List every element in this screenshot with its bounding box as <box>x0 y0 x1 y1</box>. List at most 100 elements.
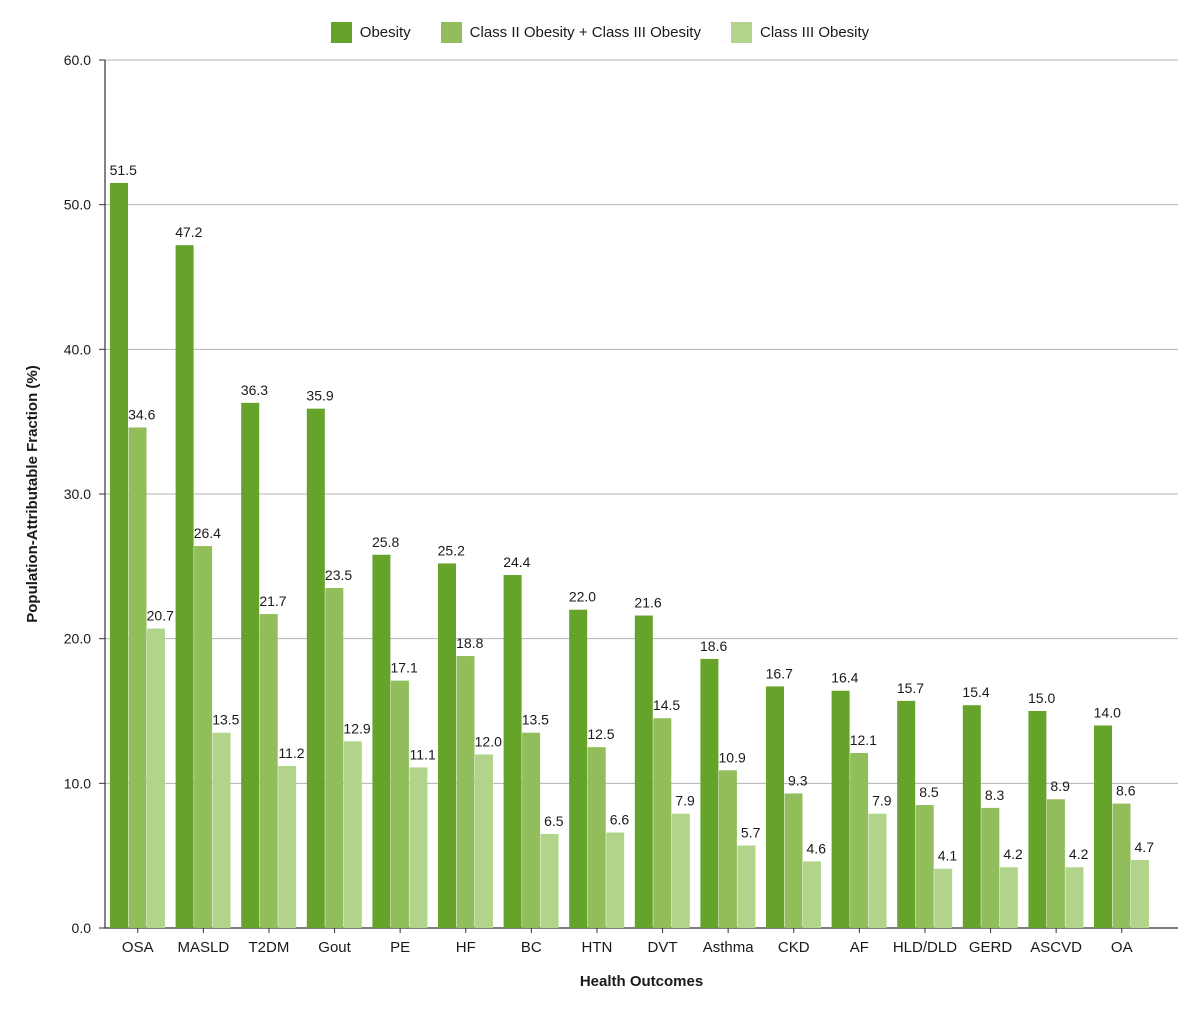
y-axis-title: Population-Attributable Fraction (%) <box>24 365 41 622</box>
data-label: 5.7 <box>741 825 761 841</box>
data-label: 51.5 <box>110 162 137 178</box>
x-tick-label: HTN <box>582 939 613 956</box>
data-label: 8.9 <box>1050 778 1070 794</box>
data-label: 8.3 <box>985 787 1005 803</box>
data-label: 24.4 <box>503 554 530 570</box>
bar <box>306 408 325 928</box>
bar <box>372 554 391 928</box>
data-label: 22.0 <box>569 589 596 605</box>
bar <box>868 813 887 928</box>
x-tick-label: AF <box>850 939 869 956</box>
x-tick-label: OA <box>1111 939 1133 956</box>
bar <box>587 747 606 928</box>
x-tick-label: HLD/DLD <box>893 939 957 956</box>
bar <box>390 680 409 928</box>
x-tick-label: DVT <box>648 939 678 956</box>
bar <box>653 718 672 928</box>
bar <box>850 752 869 928</box>
data-label: 9.3 <box>788 772 808 788</box>
y-tick-label: 10.0 <box>64 775 91 791</box>
y-tick-label: 20.0 <box>64 631 91 647</box>
x-tick-label: GERD <box>969 939 1013 956</box>
x-tick-label: MASLD <box>178 939 230 956</box>
data-label: 35.9 <box>306 388 333 404</box>
x-tick-label: BC <box>521 939 542 956</box>
data-label: 4.7 <box>1135 839 1155 855</box>
x-tick-label: OSA <box>122 939 154 956</box>
bar <box>522 732 541 928</box>
chart-legend: Obesity Class II Obesity + Class III Obe… <box>0 18 1200 46</box>
bar <box>259 614 278 928</box>
data-label: 34.6 <box>128 406 155 422</box>
data-label: 15.4 <box>962 684 989 700</box>
data-label: 11.1 <box>410 746 436 762</box>
legend-swatch-class-iii <box>730 21 752 43</box>
y-tick-label: 30.0 <box>64 486 91 502</box>
bar <box>456 656 475 928</box>
bar <box>915 805 934 928</box>
y-tick-label: 60.0 <box>64 52 91 68</box>
bar <box>718 770 737 928</box>
data-label: 12.9 <box>343 720 370 736</box>
bar <box>278 765 297 928</box>
bar <box>503 575 522 928</box>
data-label: 4.6 <box>807 840 827 856</box>
x-tick-label: ASCVD <box>1030 939 1082 956</box>
bar <box>241 402 260 928</box>
data-label: 12.0 <box>475 733 502 749</box>
bar <box>194 546 213 928</box>
x-tick-label: PE <box>390 939 410 956</box>
bar <box>784 793 803 928</box>
legend-item-class-iii: Class III Obesity <box>730 21 869 43</box>
x-tick-label: Gout <box>318 939 351 956</box>
data-label: 11.2 <box>278 745 304 761</box>
bar <box>999 867 1018 928</box>
x-tick-label: HF <box>456 939 476 956</box>
x-tick-label: CKD <box>778 939 810 956</box>
legend-label-class-ii-iii: Class II Obesity + Class III Obesity <box>469 23 701 41</box>
data-label: 17.1 <box>391 660 418 676</box>
legend-swatch-obesity <box>330 21 352 43</box>
x-tick-label: Asthma <box>703 939 755 956</box>
bar <box>766 686 784 928</box>
data-label: 7.9 <box>872 793 892 809</box>
bar <box>634 615 653 928</box>
bar <box>540 833 559 928</box>
bar <box>569 609 588 928</box>
bar <box>409 767 428 928</box>
data-label: 21.6 <box>634 595 661 611</box>
bar <box>343 741 362 928</box>
data-label: 4.2 <box>1069 846 1089 862</box>
y-tick-label: 0.0 <box>72 920 92 936</box>
data-label: 13.5 <box>212 712 239 728</box>
data-label: 12.5 <box>587 726 614 742</box>
bar <box>1046 799 1065 928</box>
data-label: 4.1 <box>938 848 958 864</box>
data-label: 16.7 <box>766 665 793 681</box>
data-label: 47.2 <box>175 224 202 240</box>
legend-item-obesity: Obesity <box>330 21 411 43</box>
bar <box>737 845 756 928</box>
data-label: 13.5 <box>522 712 549 728</box>
data-label: 6.6 <box>610 812 630 828</box>
bar <box>147 628 165 928</box>
bar <box>671 813 690 928</box>
bar <box>438 563 456 928</box>
x-axis-title: Health Outcomes <box>580 973 703 990</box>
bar <box>1065 867 1084 928</box>
x-tick-label: T2DM <box>249 939 290 956</box>
bar <box>1131 860 1149 928</box>
bar <box>1112 803 1131 928</box>
data-label: 36.3 <box>241 382 268 398</box>
data-label: 6.5 <box>544 813 564 829</box>
data-label: 16.4 <box>831 670 858 686</box>
bar <box>934 868 953 928</box>
data-label: 10.9 <box>719 749 746 765</box>
bar <box>981 807 1000 928</box>
data-label: 4.2 <box>1003 846 1023 862</box>
data-label: 25.8 <box>372 534 399 550</box>
data-label: 21.7 <box>259 593 286 609</box>
legend-swatch-class-ii-iii <box>440 21 462 43</box>
data-label: 14.5 <box>653 697 680 713</box>
